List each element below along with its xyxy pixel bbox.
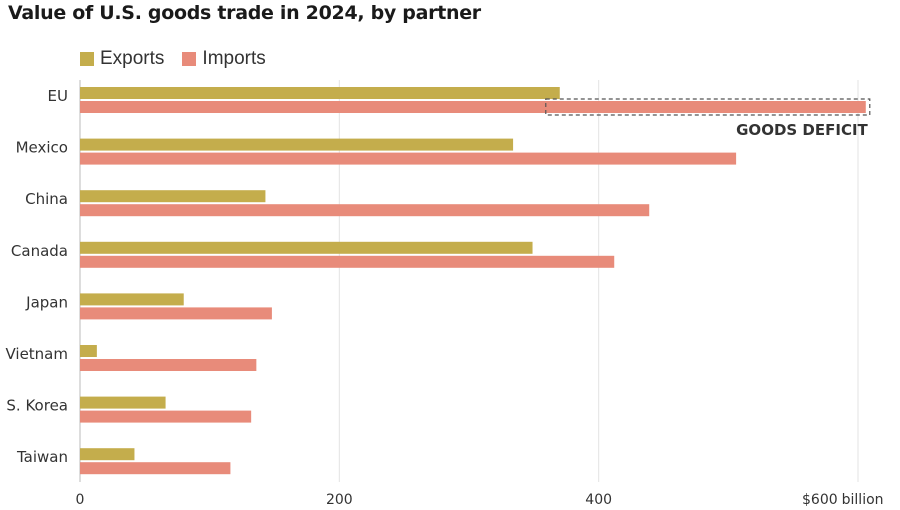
bar-exports: [80, 345, 97, 357]
x-tick-label: 400: [585, 492, 612, 508]
bar-imports: [80, 307, 272, 320]
legend-label-exports: Exports: [100, 48, 165, 69]
legend: Exports Imports: [80, 48, 284, 70]
category-label: Canada: [11, 242, 68, 260]
x-tick-label: 0: [76, 492, 85, 508]
category-label: Vietnam: [5, 345, 68, 363]
legend-swatch-exports: [80, 52, 94, 66]
bar-exports: [80, 190, 266, 203]
bar-imports: [80, 255, 615, 268]
legend-item-imports: Imports: [182, 48, 266, 70]
x-tick-label: $600 billion: [802, 492, 884, 508]
category-label: S. Korea: [6, 397, 68, 415]
legend-label-imports: Imports: [202, 48, 266, 69]
bar-exports: [80, 293, 184, 306]
bar-exports: [80, 138, 514, 151]
x-unit-label: billion: [842, 492, 884, 508]
legend-swatch-imports: [182, 52, 197, 66]
bar-imports: [80, 410, 252, 423]
category-label: Taiwan: [16, 448, 68, 466]
category-label: Japan: [25, 293, 68, 311]
bar-imports: [80, 204, 650, 217]
bar-imports: [80, 101, 866, 113]
legend-item-exports: Exports: [80, 48, 164, 70]
bar-imports: [80, 462, 231, 475]
bar-exports: [80, 396, 166, 409]
chart-title: Value of U.S. goods trade in 2024, by pa…: [8, 2, 481, 24]
category-label: Mexico: [16, 139, 68, 157]
bar-imports: [80, 359, 257, 371]
bar-exports: [80, 87, 560, 99]
deficit-label: GOODS DEFICIT: [736, 121, 868, 139]
deficit-box: [545, 98, 871, 116]
x-tick-label: 200: [326, 492, 353, 508]
category-label: China: [25, 190, 68, 208]
bar-imports: [80, 152, 737, 165]
category-label: EU: [48, 87, 68, 105]
bar-exports: [80, 448, 135, 461]
bar-exports: [80, 241, 533, 254]
